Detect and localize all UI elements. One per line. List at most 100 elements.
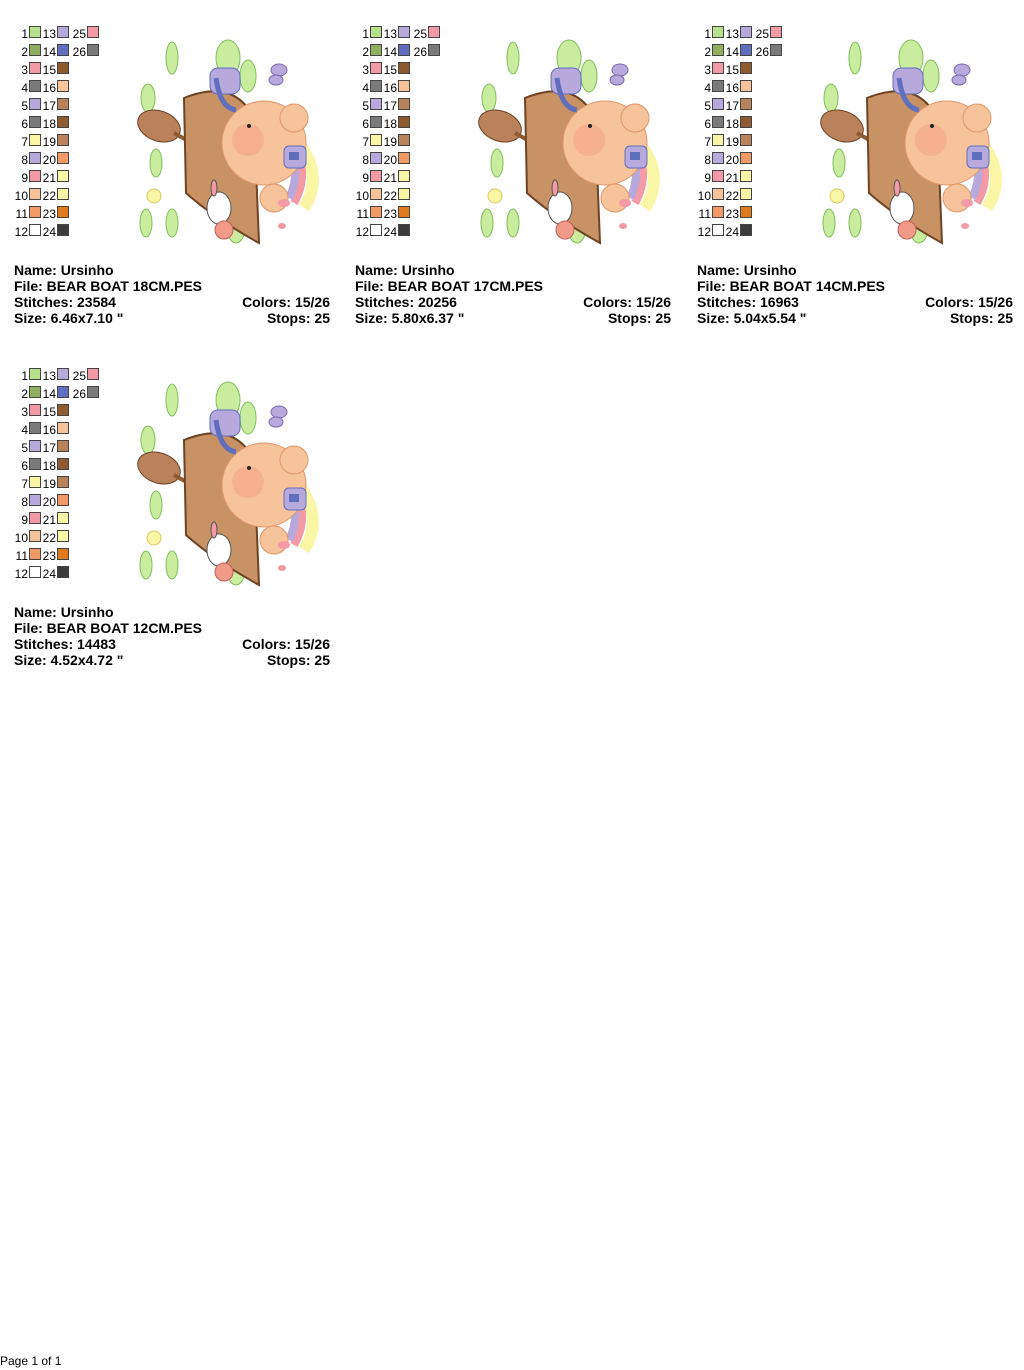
file-line: File: BEAR BOAT 18CM.PES: [14, 278, 330, 294]
legend-number: 14: [725, 45, 739, 59]
size-label: Size:: [355, 310, 388, 326]
color-swatch: [398, 98, 410, 110]
legend-number: 25: [413, 27, 427, 41]
color-swatch: [57, 440, 69, 452]
legend-number: 3: [21, 63, 28, 77]
color-swatch: [57, 116, 69, 128]
legend-number: 12: [355, 225, 369, 239]
stops-label: Stops:: [607, 310, 652, 326]
color-swatch: [29, 98, 41, 110]
legend-number: 16: [42, 81, 56, 95]
legend-number: 3: [704, 63, 711, 77]
color-swatch: [712, 116, 724, 128]
color-swatch: [770, 26, 782, 38]
size-value: 5.04x5.54 ": [733, 310, 807, 326]
color-swatch: [370, 152, 382, 164]
color-swatch: [712, 188, 724, 200]
legend-number: 20: [42, 495, 56, 509]
legend-number: 9: [362, 171, 369, 185]
size-label: Size:: [14, 652, 47, 668]
stitches-label: Stitches:: [697, 294, 757, 310]
color-swatch: [370, 98, 382, 110]
name-label: Name:: [14, 604, 57, 620]
color-swatch: [29, 170, 41, 182]
legend-number: 12: [697, 225, 711, 239]
legend-number: 24: [42, 225, 56, 239]
legend-number: 22: [383, 189, 397, 203]
color-swatch: [398, 206, 410, 218]
color-swatch: [370, 206, 382, 218]
legend-number: 1: [21, 27, 28, 41]
stops-value: 25: [997, 310, 1013, 326]
stitches-line: Stitches: 20256 Colors: 15/26: [355, 294, 671, 310]
legend-number: 9: [21, 513, 28, 527]
legend-number: 15: [42, 405, 56, 419]
color-swatch: [712, 134, 724, 146]
legend-number: 8: [21, 495, 28, 509]
design-preview: [124, 360, 344, 590]
legend-number: 2: [704, 45, 711, 59]
color-swatch: [87, 368, 99, 380]
color-swatch: [712, 44, 724, 56]
legend-number: 18: [383, 117, 397, 131]
color-swatch: [57, 80, 69, 92]
design-info: Name: Ursinho File: BEAR BOAT 18CM.PES S…: [14, 262, 330, 326]
design-preview: [465, 18, 685, 248]
legend-number: 13: [725, 27, 739, 41]
legend-number: 18: [42, 117, 56, 131]
color-swatch: [370, 44, 382, 56]
color-swatch: [57, 566, 69, 578]
legend-number: 10: [14, 531, 28, 545]
size-line: Size: 4.52x4.72 " Stops: 25: [14, 652, 330, 668]
stops-count: Stops: 25: [267, 310, 330, 326]
legend-number: 17: [42, 441, 56, 455]
embroidery-preview: [820, 39, 1002, 245]
legend-number: 23: [383, 207, 397, 221]
colors-count: Colors: 15/26: [925, 294, 1013, 310]
colors-value: 15/26: [294, 294, 330, 310]
legend-number: 15: [42, 63, 56, 77]
legend-number: 11: [356, 207, 369, 221]
color-swatch: [428, 44, 440, 56]
name-line: Name: Ursinho: [697, 262, 1013, 278]
legend-number: 6: [704, 117, 711, 131]
color-swatch: [712, 26, 724, 38]
embroidery-preview: [478, 39, 660, 245]
color-swatch: [57, 170, 69, 182]
legend-number: 21: [383, 171, 397, 185]
color-swatch: [740, 152, 752, 164]
legend-number: 13: [42, 369, 56, 383]
color-swatch: [29, 404, 41, 416]
stops-count: Stops: 25: [950, 310, 1013, 326]
color-swatch: [712, 98, 724, 110]
legend-number: 7: [21, 135, 28, 149]
colors-value: 15/26: [977, 294, 1013, 310]
colors-label: Colors:: [242, 636, 292, 652]
color-swatch: [87, 44, 99, 56]
color-swatch: [712, 152, 724, 164]
color-swatch: [370, 170, 382, 182]
stitches-line: Stitches: 16963 Colors: 15/26: [697, 294, 1013, 310]
stops-count: Stops: 25: [608, 310, 671, 326]
color-swatch: [740, 224, 752, 236]
color-swatch: [370, 26, 382, 38]
file-line: File: BEAR BOAT 14CM.PES: [697, 278, 1013, 294]
color-swatch: [57, 26, 69, 38]
color-swatch: [57, 404, 69, 416]
design-preview: [124, 18, 344, 248]
color-swatch: [57, 188, 69, 200]
color-swatch: [29, 476, 41, 488]
color-swatch: [370, 116, 382, 128]
design-info: Name: Ursinho File: BEAR BOAT 17CM.PES S…: [355, 262, 671, 326]
stitches-value: 23584: [77, 294, 116, 310]
color-swatch: [398, 152, 410, 164]
legend-number: 23: [42, 549, 56, 563]
legend-number: 7: [704, 135, 711, 149]
color-swatch: [29, 440, 41, 452]
color-swatch: [57, 386, 69, 398]
legend-number: 10: [697, 189, 711, 203]
color-swatch: [740, 206, 752, 218]
colors-count: Colors: 15/26: [583, 294, 671, 310]
color-swatch: [29, 386, 41, 398]
color-swatch: [57, 44, 69, 56]
